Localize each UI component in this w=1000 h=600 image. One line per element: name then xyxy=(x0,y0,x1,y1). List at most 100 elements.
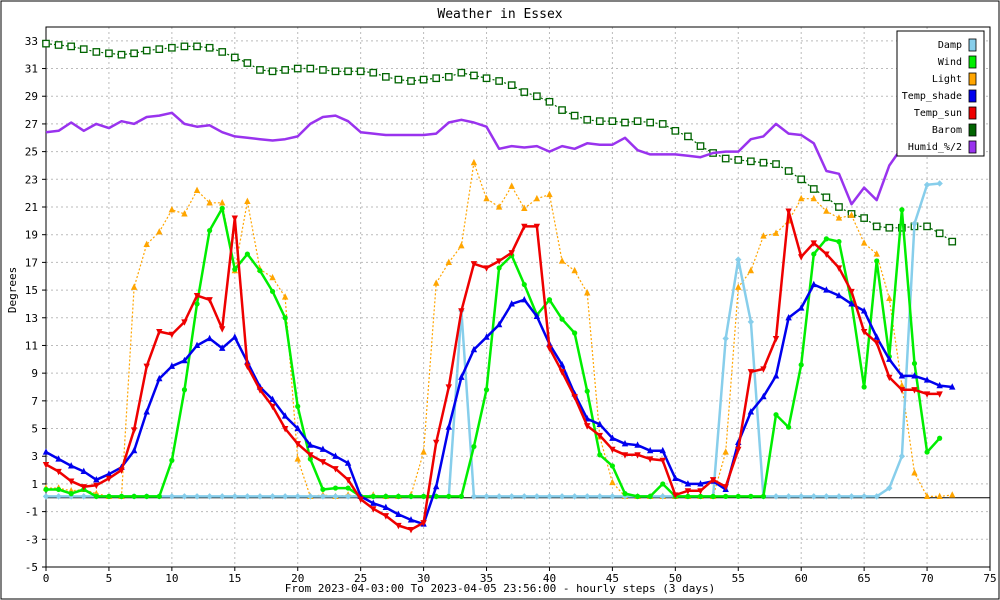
data-point-damp xyxy=(798,493,805,500)
data-point-barom xyxy=(67,42,76,51)
data-point-light xyxy=(810,194,817,202)
data-point-damp xyxy=(898,453,906,460)
data-point-barom xyxy=(772,160,780,168)
data-point-temp-shade xyxy=(445,423,452,430)
data-point-barom xyxy=(230,53,239,62)
data-point-barom xyxy=(646,118,655,127)
data-point-temp-shade xyxy=(672,474,679,481)
data-point-light xyxy=(193,186,201,193)
data-point-light xyxy=(546,190,553,198)
data-point-temp-shade xyxy=(470,345,478,353)
data-point-wind xyxy=(471,443,477,450)
data-point-temp-sun xyxy=(458,308,465,315)
data-point-wind xyxy=(911,360,918,367)
legend-swatch-light xyxy=(968,72,977,86)
data-point-light xyxy=(294,455,301,462)
data-point-barom xyxy=(935,229,944,238)
data-point-barom xyxy=(923,222,931,231)
data-point-damp xyxy=(319,493,327,500)
data-point-temp-sun xyxy=(332,466,339,473)
data-point-wind xyxy=(597,452,603,458)
data-point-temp-sun xyxy=(470,261,478,268)
data-point-temp-sun xyxy=(760,366,767,373)
data-point-temp-sun xyxy=(584,423,591,430)
data-point-light xyxy=(470,158,478,166)
data-point-wind xyxy=(899,207,905,213)
data-point-temp-sun xyxy=(823,251,830,258)
data-point-barom xyxy=(696,142,705,150)
data-point-damp xyxy=(911,220,918,227)
data-point-barom xyxy=(92,48,101,56)
data-point-temp-sun xyxy=(432,439,440,447)
data-point-damp xyxy=(735,256,742,263)
y-tick-label: 11 xyxy=(25,339,38,352)
data-point-temp-shade xyxy=(370,499,377,506)
data-point-light xyxy=(949,491,956,498)
data-point-barom xyxy=(948,237,957,246)
data-point-damp xyxy=(521,493,528,500)
data-point-temp-sun xyxy=(521,223,528,231)
data-point-temp-sun xyxy=(244,363,251,371)
data-point-temp-sun xyxy=(646,456,654,463)
data-point-temp-shade xyxy=(697,480,704,487)
y-tick-label: 21 xyxy=(25,201,38,214)
data-point-temp-shade xyxy=(193,341,201,349)
data-point-damp xyxy=(281,493,289,500)
data-point-temp-shade xyxy=(886,355,893,362)
data-point-temp-shade xyxy=(294,424,301,432)
data-point-barom xyxy=(570,111,579,120)
data-point-barom xyxy=(470,71,478,80)
data-point-damp xyxy=(55,493,62,500)
data-point-wind xyxy=(723,493,729,499)
grid xyxy=(45,27,991,568)
data-point-wind xyxy=(811,251,817,257)
data-point-wind xyxy=(874,258,880,264)
data-point-temp-sun xyxy=(911,387,918,394)
data-point-temp-shade xyxy=(219,344,226,351)
data-point-temp-sun xyxy=(370,506,377,513)
data-point-temp-shade xyxy=(621,439,629,447)
data-point-damp xyxy=(823,493,830,500)
y-tick-label: 17 xyxy=(25,256,38,269)
data-point-temp-shade xyxy=(659,446,666,454)
data-point-temp-shade xyxy=(923,376,931,383)
data-point-barom xyxy=(558,106,566,114)
data-point-wind xyxy=(559,316,565,322)
data-point-temp-shade xyxy=(143,408,150,415)
data-point-wind xyxy=(836,239,842,245)
data-point-wind xyxy=(660,481,666,487)
data-point-wind xyxy=(924,449,930,455)
chart-title: Weather in Essex xyxy=(437,7,562,22)
data-point-barom xyxy=(545,97,554,106)
data-point-wind xyxy=(169,457,175,463)
plot-frame xyxy=(45,26,991,568)
data-point-temp-sun xyxy=(382,513,390,520)
data-point-damp xyxy=(886,484,893,492)
data-point-wind xyxy=(735,493,741,499)
data-point-temp-shade xyxy=(407,516,415,523)
y-tick-label: 25 xyxy=(25,146,38,159)
data-point-temp-sun xyxy=(810,240,817,247)
data-point-temp-shade xyxy=(609,434,616,441)
data-point-light xyxy=(420,448,427,455)
data-point-temp-sun xyxy=(420,520,427,527)
data-point-light xyxy=(533,194,541,202)
data-point-light xyxy=(495,203,503,210)
data-point-light xyxy=(181,210,188,217)
data-point-temp-sun xyxy=(168,331,176,339)
data-point-temp-sun xyxy=(130,427,138,434)
data-point-temp-sun xyxy=(785,208,792,215)
data-point-temp-sun xyxy=(772,335,780,343)
data-point-temp-sun xyxy=(193,293,201,300)
data-point-temp-sun xyxy=(672,492,679,499)
data-point-damp xyxy=(596,493,604,500)
data-point-wind xyxy=(345,485,351,491)
data-point-barom xyxy=(658,120,667,128)
data-point-temp-sun xyxy=(697,488,704,495)
data-point-barom xyxy=(595,117,604,126)
data-point-barom xyxy=(344,67,352,76)
x-tick-label: 15 xyxy=(228,572,241,585)
data-point-temp-shade xyxy=(307,441,314,448)
data-point-wind xyxy=(118,493,125,499)
